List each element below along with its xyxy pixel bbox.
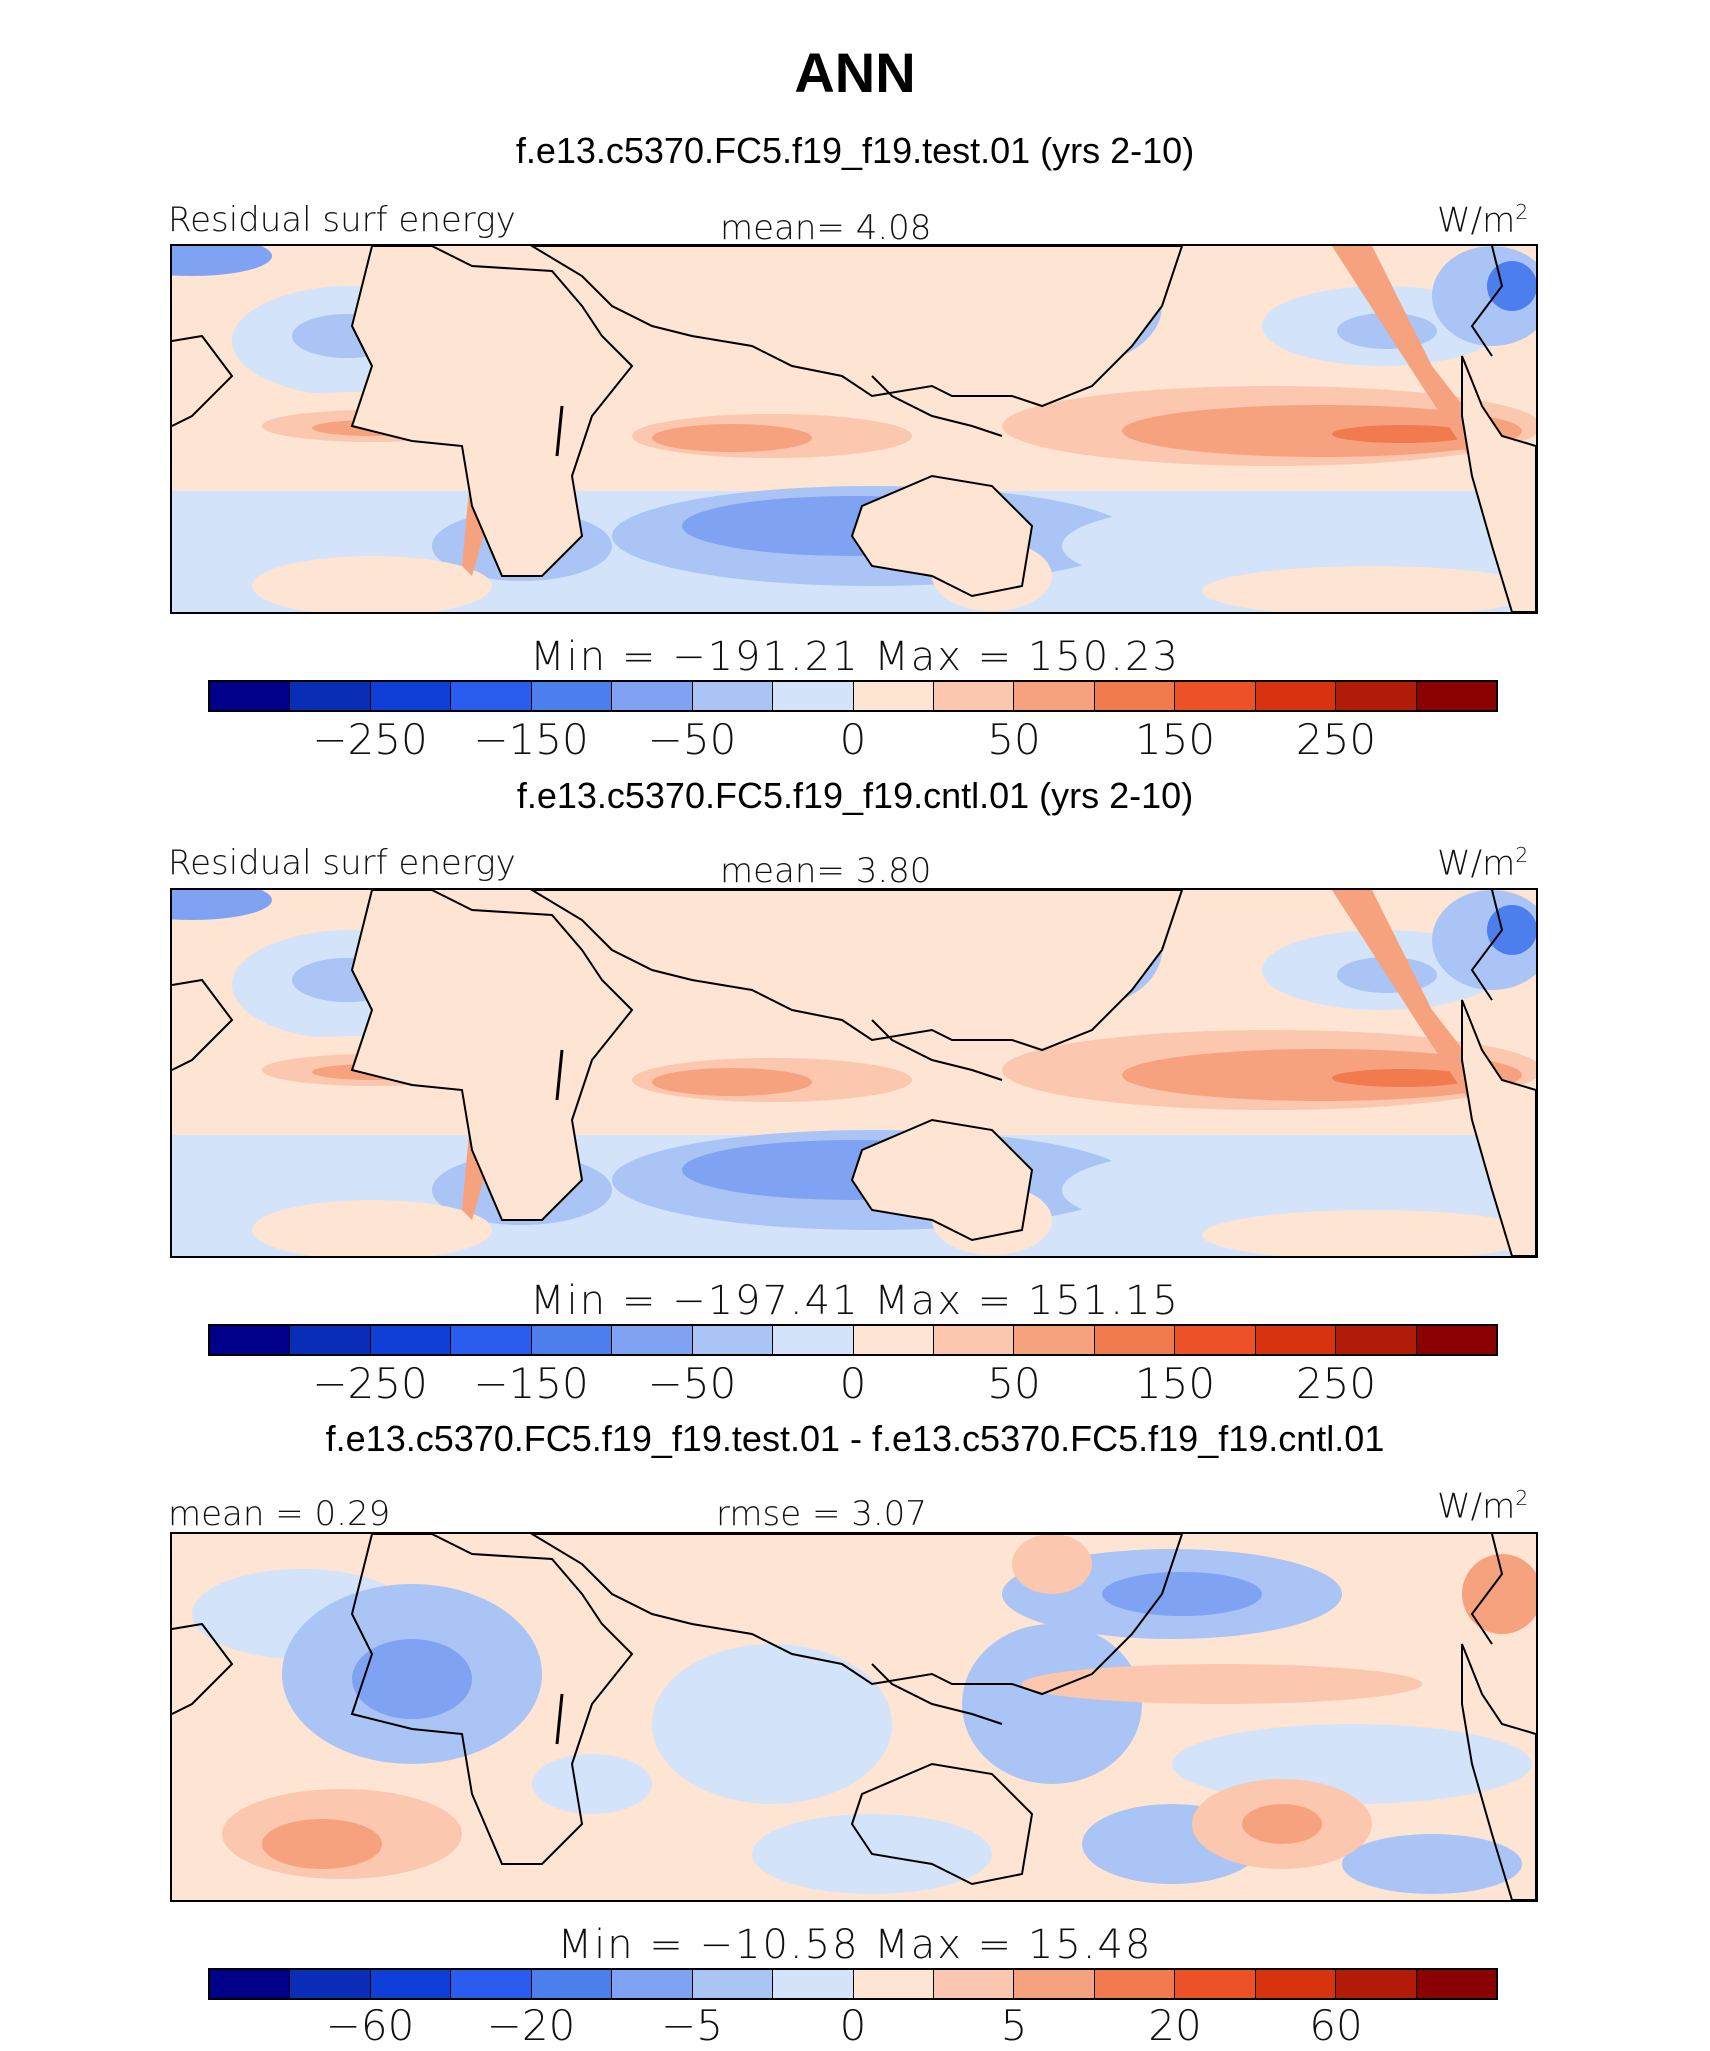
panel-3-tick-label: −60 [325, 2001, 415, 2050]
panel-3-mean-label: mean = 0.29 [168, 1494, 391, 1534]
colorbar-swatch [933, 1970, 1015, 1998]
colorbar-swatch [1255, 1970, 1337, 1998]
colorbar-swatch [531, 1326, 613, 1354]
panel-1-colorbar [208, 680, 1498, 712]
colorbar-swatch [1336, 1970, 1417, 1998]
panel-3-tick-label: 60 [1309, 2001, 1363, 2050]
panel-2-tick-label: −150 [473, 1359, 589, 1408]
colorbar-swatch [451, 1326, 532, 1354]
panel-2-tick-label: 0 [839, 1359, 867, 1408]
panel-3-map [170, 1532, 1538, 1902]
colorbar-swatch [370, 682, 452, 710]
panel-3-tick-label: 0 [839, 2001, 867, 2050]
colorbar-swatch [692, 682, 774, 710]
panel-2-units: W/m2 [1437, 843, 1529, 884]
colorbar-swatch [290, 1970, 371, 1998]
panel-2-tick-label: −250 [312, 1359, 428, 1408]
panel-1-tick-label: 150 [1134, 715, 1216, 764]
colorbar-swatch [1336, 1326, 1417, 1354]
panel-1-tick-label: −250 [312, 715, 428, 764]
colorbar-swatch [1336, 682, 1417, 710]
colorbar-swatch [1416, 682, 1496, 710]
colorbar-swatch [1014, 1326, 1095, 1354]
panel-1-units: W/m2 [1437, 200, 1529, 241]
panel-2-tick-label: 50 [987, 1359, 1041, 1408]
colorbar-swatch [1094, 1970, 1176, 1998]
panel-1-tick-label: 250 [1295, 715, 1377, 764]
colorbar-swatch [853, 682, 934, 710]
colorbar-swatch [1014, 682, 1095, 710]
colorbar-swatch [1175, 1326, 1256, 1354]
colorbar-swatch [531, 1970, 613, 1998]
colorbar-swatch [853, 1970, 934, 1998]
colorbar-swatch [853, 1326, 934, 1354]
panel-3-tick-label: −20 [486, 2001, 576, 2050]
panel-1-tick-label: 0 [839, 715, 867, 764]
colorbar-swatch [1416, 1970, 1496, 1998]
colorbar-swatch [773, 682, 854, 710]
panel-3-title: f.e13.c5370.FC5.f19_f19.test.01 - f.e13.… [325, 1418, 1385, 1459]
panel-2-tick-label: −50 [647, 1359, 737, 1408]
colorbar-swatch [612, 1326, 693, 1354]
colorbar-swatch [1094, 682, 1176, 710]
figure-title: ANN [794, 41, 916, 104]
panel-1-variable-label: Residual surf energy [168, 200, 516, 240]
colorbar-swatch [1014, 1970, 1095, 1998]
panel-2-tick-label: 150 [1134, 1359, 1216, 1408]
panel-1-title: f.e13.c5370.FC5.f19_f19.test.01 (yrs 2-1… [515, 130, 1195, 171]
panel-2-min-max: Min = −197.41 Max = 151.15 [530, 1278, 1180, 1324]
panel-1-tick-label: −50 [647, 715, 737, 764]
panel-2-map [170, 888, 1538, 1258]
colorbar-swatch [210, 682, 291, 710]
colorbar-swatch [692, 1970, 774, 1998]
panel-1-map [170, 244, 1538, 614]
panel-3-units: W/m2 [1437, 1486, 1529, 1527]
panel-1-min-max: Min = −191.21 Max = 150.23 [530, 634, 1180, 680]
panel-1-tick-label: 50 [987, 715, 1041, 764]
panel-3-tick-label: −5 [661, 2001, 723, 2050]
panel-2-mean-label: mean= 3.80 [720, 851, 932, 891]
panel-2-tick-label: 250 [1295, 1359, 1377, 1408]
colorbar-swatch [773, 1326, 854, 1354]
colorbar-swatch [1255, 1326, 1337, 1354]
panel-2-title: f.e13.c5370.FC5.f19_f19.cntl.01 (yrs 2-1… [516, 775, 1194, 816]
colorbar-swatch [612, 1970, 693, 1998]
colorbar-swatch [1175, 682, 1256, 710]
panel-3-tick-label: 5 [1000, 2001, 1028, 2050]
colorbar-swatch [290, 1326, 371, 1354]
colorbar-swatch [1255, 682, 1337, 710]
colorbar-swatch [612, 682, 693, 710]
colorbar-swatch [933, 682, 1015, 710]
colorbar-swatch [531, 682, 613, 710]
colorbar-swatch [370, 1970, 452, 1998]
colorbar-swatch [451, 682, 532, 710]
colorbar-swatch [210, 1970, 291, 1998]
panel-2-colorbar [208, 1324, 1498, 1356]
panel-2-variable-label: Residual surf energy [168, 843, 516, 883]
panel-3-tick-label: 20 [1148, 2001, 1202, 2050]
colorbar-swatch [1175, 1970, 1256, 1998]
colorbar-swatch [1094, 1326, 1176, 1354]
colorbar-swatch [773, 1970, 854, 1998]
colorbar-swatch [370, 1326, 452, 1354]
panel-3-min-max: Min = −10.58 Max = 15.48 [557, 1922, 1153, 1968]
colorbar-swatch [451, 1970, 532, 1998]
colorbar-swatch [290, 682, 371, 710]
colorbar-swatch [692, 1326, 774, 1354]
panel-3-rmse-label: rmse = 3.07 [716, 1494, 927, 1534]
panel-3-colorbar [208, 1968, 1498, 2000]
panel-1-mean-label: mean= 4.08 [720, 208, 932, 248]
colorbar-swatch [1416, 1326, 1496, 1354]
panel-1-tick-label: −150 [473, 715, 589, 764]
colorbar-swatch [933, 1326, 1015, 1354]
colorbar-swatch [210, 1326, 291, 1354]
